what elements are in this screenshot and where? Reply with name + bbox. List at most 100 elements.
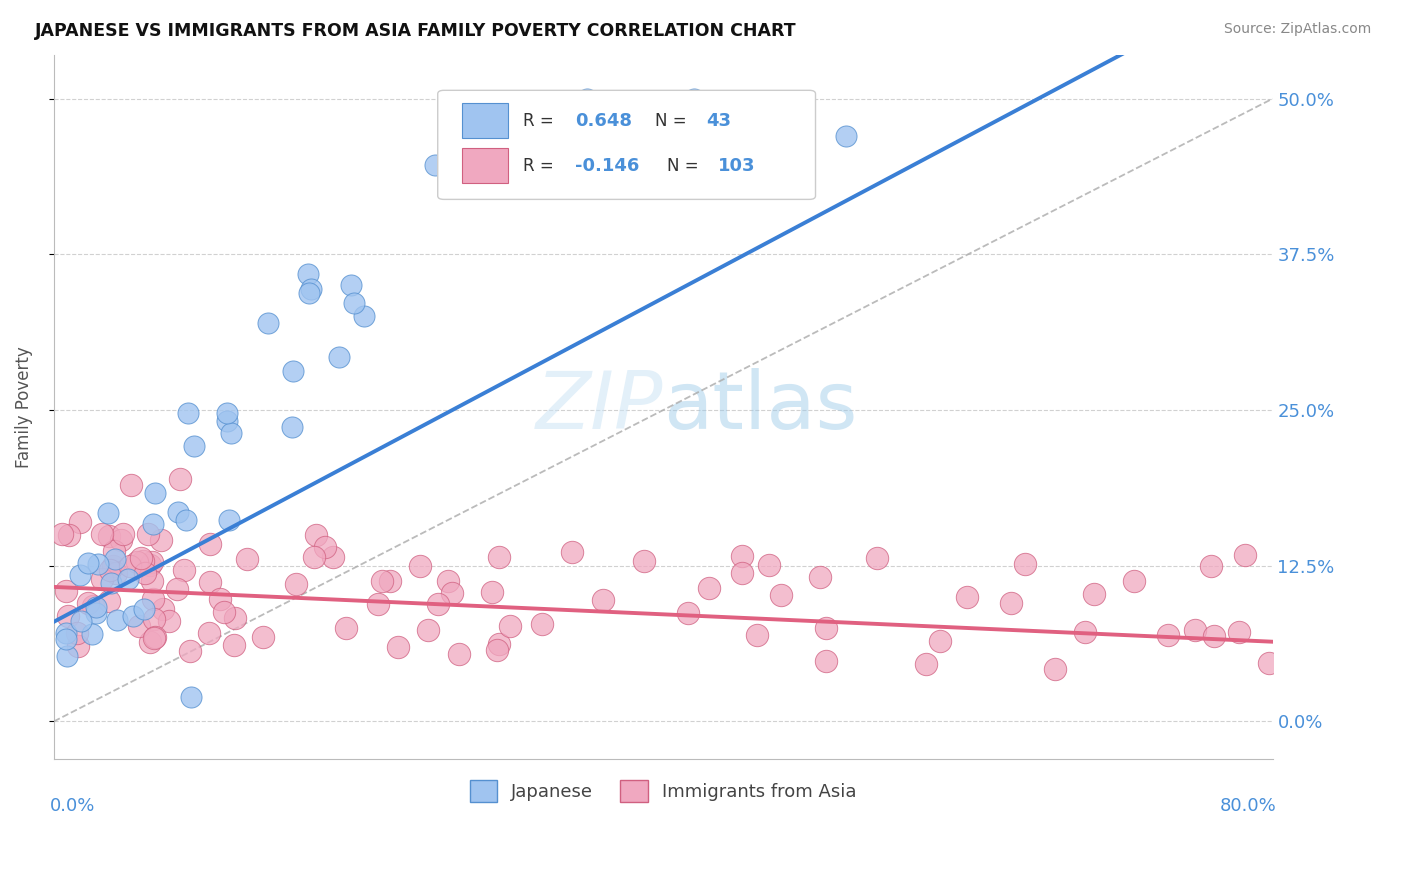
Point bbox=[103, 544, 125, 558]
Point bbox=[98, 563, 121, 577]
Point bbox=[1227, 625, 1250, 640]
Point bbox=[67, 639, 90, 653]
Point bbox=[55, 632, 77, 647]
Point bbox=[447, 647, 470, 661]
Text: JAPANESE VS IMMIGRANTS FROM ASIA FAMILY POVERTY CORRELATION CHART: JAPANESE VS IMMIGRANTS FROM ASIA FAMILY … bbox=[35, 22, 797, 40]
Point bbox=[1074, 625, 1097, 640]
Point bbox=[340, 278, 363, 293]
Point bbox=[408, 558, 430, 573]
Point bbox=[169, 472, 191, 486]
Point bbox=[530, 617, 553, 632]
Text: N =: N = bbox=[666, 157, 704, 175]
Point bbox=[58, 528, 80, 542]
Point bbox=[297, 268, 319, 282]
Point bbox=[138, 526, 160, 541]
Point bbox=[69, 568, 91, 582]
Point bbox=[815, 654, 838, 668]
Point bbox=[1184, 623, 1206, 637]
Text: R =: R = bbox=[523, 112, 560, 129]
Point bbox=[481, 585, 503, 599]
Point bbox=[1045, 662, 1067, 676]
Point bbox=[380, 574, 402, 588]
Point bbox=[835, 129, 858, 144]
Point bbox=[97, 506, 120, 520]
Text: -0.146: -0.146 bbox=[575, 157, 640, 175]
Point bbox=[104, 551, 127, 566]
Point bbox=[576, 92, 599, 106]
Point bbox=[1122, 574, 1144, 589]
Point bbox=[125, 555, 148, 569]
Point bbox=[298, 285, 321, 300]
Point bbox=[697, 581, 720, 595]
FancyBboxPatch shape bbox=[463, 148, 509, 183]
Point bbox=[284, 577, 307, 591]
Point bbox=[222, 638, 245, 652]
Point bbox=[177, 406, 200, 420]
Point bbox=[561, 545, 583, 559]
Point bbox=[208, 591, 231, 606]
Text: 0.0%: 0.0% bbox=[51, 797, 96, 815]
Text: R =: R = bbox=[523, 157, 560, 175]
Point bbox=[423, 158, 446, 172]
Point bbox=[174, 513, 197, 527]
Point bbox=[150, 533, 173, 548]
Point bbox=[118, 558, 141, 573]
Point bbox=[51, 527, 73, 541]
Point bbox=[84, 607, 107, 621]
Point bbox=[314, 540, 336, 554]
Point bbox=[1157, 628, 1180, 642]
Point bbox=[437, 574, 460, 588]
Point bbox=[98, 594, 121, 608]
Point bbox=[731, 549, 754, 563]
Point bbox=[353, 309, 375, 323]
Point bbox=[66, 625, 89, 640]
Point bbox=[252, 630, 274, 644]
Point bbox=[299, 282, 322, 296]
Point bbox=[97, 529, 120, 543]
Point bbox=[221, 426, 243, 441]
Point bbox=[121, 609, 143, 624]
Point bbox=[80, 626, 103, 640]
Point bbox=[758, 558, 780, 572]
Text: atlas: atlas bbox=[664, 368, 858, 446]
Point bbox=[121, 477, 143, 491]
Point bbox=[633, 554, 655, 568]
Text: 80.0%: 80.0% bbox=[1219, 797, 1277, 815]
Point bbox=[387, 640, 409, 654]
Legend: Japanese, Immigrants from Asia: Japanese, Immigrants from Asia bbox=[463, 773, 863, 810]
Point bbox=[152, 602, 174, 616]
Point bbox=[55, 583, 77, 598]
Point bbox=[110, 533, 132, 547]
Point bbox=[343, 296, 366, 310]
Point bbox=[928, 633, 950, 648]
Point bbox=[1000, 595, 1022, 609]
Point bbox=[77, 596, 100, 610]
Point bbox=[956, 590, 979, 604]
Text: Source: ZipAtlas.com: Source: ZipAtlas.com bbox=[1223, 22, 1371, 37]
Point bbox=[367, 597, 389, 611]
Point bbox=[815, 621, 838, 635]
Point bbox=[214, 605, 236, 619]
Point bbox=[183, 439, 205, 453]
Point bbox=[100, 575, 122, 590]
Point bbox=[486, 642, 509, 657]
Point bbox=[134, 566, 156, 580]
Point bbox=[302, 549, 325, 564]
Text: ZIP: ZIP bbox=[536, 368, 664, 446]
Point bbox=[1201, 558, 1223, 573]
Point bbox=[224, 611, 246, 625]
Point bbox=[1234, 548, 1257, 562]
Point bbox=[335, 621, 357, 635]
Y-axis label: Family Poverty: Family Poverty bbox=[15, 346, 32, 467]
Point bbox=[134, 602, 156, 616]
Point bbox=[592, 593, 614, 607]
Point bbox=[142, 516, 165, 531]
Point bbox=[84, 599, 107, 614]
Point bbox=[676, 607, 699, 621]
Point bbox=[745, 628, 768, 642]
Point bbox=[198, 537, 221, 551]
Point bbox=[371, 574, 394, 589]
Point bbox=[256, 317, 278, 331]
Point bbox=[322, 549, 344, 564]
Point bbox=[142, 631, 165, 645]
